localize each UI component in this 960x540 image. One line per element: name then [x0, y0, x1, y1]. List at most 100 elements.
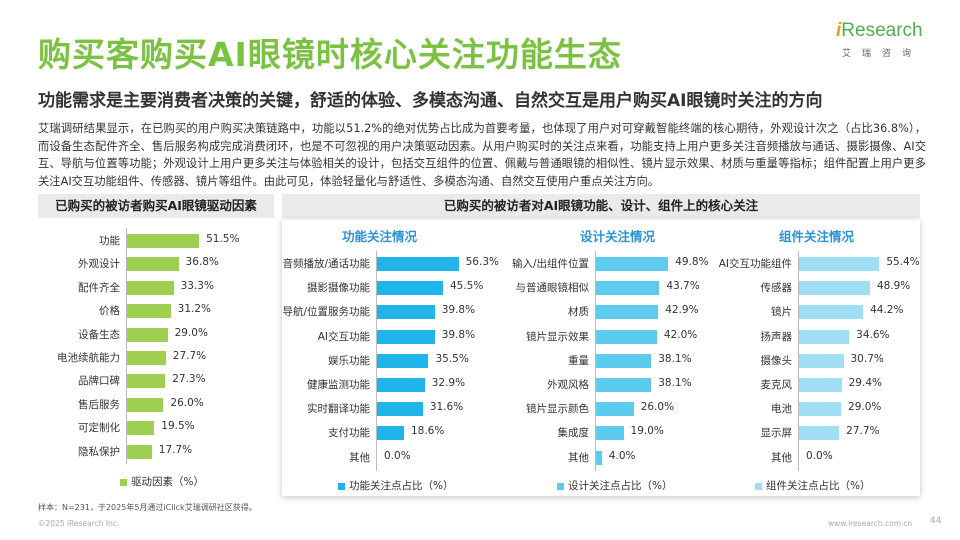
sample-note: 样本：N=231，于2025年5月通过iClick艾瑞调研社区获得。	[38, 503, 257, 512]
driving-factor-category-label: 可定制化	[78, 422, 120, 435]
driving-factor-axis	[126, 228, 127, 464]
design-value-label: 42.9%	[665, 304, 699, 317]
page-title: 购买客购买AI眼镜时核心关注功能生态	[38, 35, 622, 74]
driving-factor-value-label: 17.7%	[158, 443, 193, 456]
function-axis	[376, 251, 377, 471]
component-category-label: 电池	[771, 403, 792, 416]
function-legend: 功能关注点占比（%）	[338, 478, 453, 493]
function-bar	[377, 257, 459, 271]
component-bar	[799, 353, 844, 368]
footer-copyright: ©2025 iResearch Inc.	[38, 519, 120, 528]
driving-factor-value-label: 31.2%	[177, 303, 212, 316]
function-value-label: 45.5%	[449, 280, 484, 293]
component-category-label: 麦克风	[760, 379, 793, 391]
driving-factor-legend-label: 驱动因素（%）	[131, 476, 204, 488]
design-category-label: 集成度	[557, 427, 590, 440]
core-concerns-panel: 功能关注情况 音频播放/通话功能 56.3% 摄影摄像功能 45.5% 导航/位置服务功能…	[282, 220, 920, 496]
function-value-label: 39.8%	[441, 328, 476, 341]
logo-wordmark: iResearch	[836, 20, 923, 41]
component-bar	[799, 329, 850, 344]
function-value-label: 39.8%	[441, 304, 476, 317]
driving-factor-bar	[127, 444, 152, 459]
right-chart-header: 已购买的被访者对AI眼镜功能、设计、组件上的核心关注	[282, 194, 920, 218]
function-value-label: 31.6%	[429, 401, 464, 414]
function-bar	[377, 426, 404, 441]
design-legend-label: 设计关注点占比（%）	[568, 480, 673, 492]
function-bar	[377, 281, 443, 296]
design-bar	[596, 257, 669, 271]
design-category-label: 外观风格	[547, 379, 589, 391]
driving-factor-bar	[127, 421, 155, 436]
function-category-label: 健康监测功能	[307, 379, 370, 391]
driving-factor-bar	[127, 351, 166, 365]
component-value-label: 29.4%	[848, 377, 882, 389]
driving-factor-category-label: 配件齐全	[78, 281, 120, 294]
component-value-label: 34.6%	[856, 328, 890, 341]
design-category-label: 与普通眼镜相似	[515, 282, 590, 295]
driving-factor-category-label: 电池续航能力	[57, 352, 120, 364]
function-category-label: 支付功能	[328, 427, 370, 440]
driving-factor-bar	[127, 234, 200, 248]
design-value-label: 38.1%	[658, 352, 692, 365]
function-value-label: 0.0%	[384, 449, 411, 462]
function-legend-label: 功能关注点占比（%）	[349, 480, 454, 492]
design-value-label: 26.0%	[640, 401, 675, 414]
design-value-label: 42.0%	[663, 328, 698, 341]
design-category-label: 镜片显示颜色	[526, 403, 589, 416]
driving-factor-value-label: 26.0%	[170, 396, 204, 409]
driving-factor-value-label: 36.8%	[185, 256, 219, 269]
function-bar	[377, 378, 425, 392]
component-value-label: 29.0%	[848, 401, 882, 414]
function-category-label: 导航/位置服务功能	[282, 306, 370, 319]
iresearch-logo: iResearch 艾瑞咨询	[836, 20, 946, 70]
design-value-label: 49.8%	[675, 256, 709, 268]
component-legend: 组件关注点占比（%）	[755, 478, 870, 493]
driving-factor-bar	[127, 304, 171, 319]
component-bar	[799, 305, 864, 320]
driving-factor-bar	[127, 374, 166, 389]
function-category-label: AI交互功能	[317, 330, 370, 343]
driving-factor-value-label: 19.5%	[161, 420, 195, 433]
component-bar	[799, 378, 842, 392]
driving-factor-legend: 驱动因素（%）	[120, 474, 204, 489]
function-bar	[377, 329, 435, 344]
component-value-label: 55.4%	[886, 256, 920, 268]
design-bar	[596, 305, 659, 320]
driving-factor-category-label: 功能	[99, 235, 120, 247]
design-bar	[596, 378, 652, 392]
left-chart-header: 已购买的被访者购买AI眼镜驱动因素	[38, 194, 274, 218]
driving-factor-value-label: 29.0%	[174, 326, 208, 339]
driving-factor-bar	[127, 257, 179, 272]
driving-factor-category-label: 设备生态	[78, 328, 120, 341]
design-value-label: 43.7%	[666, 280, 700, 293]
function-legend-swatch	[338, 482, 345, 490]
function-bar	[377, 402, 423, 417]
driving-factor-bar	[127, 397, 164, 412]
driving-factor-category-label: 价格	[99, 305, 120, 318]
footer-url: www.iresearch.com.cn	[828, 519, 913, 528]
logo-subtext: 艾瑞咨询	[842, 49, 923, 59]
design-legend: 设计关注点占比（%）	[557, 478, 672, 493]
component-section-title: 组件关注情况	[779, 229, 855, 244]
function-category-label: 其他	[349, 451, 370, 464]
component-bar	[799, 402, 842, 417]
component-bar	[799, 426, 840, 441]
driving-factor-value-label: 27.3%	[172, 373, 206, 386]
function-category-label: 实时翻译功能	[307, 403, 370, 416]
function-category-label: 音频播放/通话功能	[282, 258, 370, 270]
component-value-label: 44.2%	[870, 304, 904, 317]
function-section-title: 功能关注情况	[342, 229, 418, 244]
page-subtitle: 功能需求是主要消费者决策的关键，舒适的体验、多模态沟通、自然交互是用户购买AI眼…	[38, 91, 823, 111]
component-value-label: 48.9%	[876, 280, 911, 293]
function-value-label: 32.9%	[431, 377, 466, 389]
design-bar	[596, 426, 624, 441]
design-category-label: 输入/出组件位置	[511, 258, 589, 270]
function-category-label: 摄影摄像功能	[307, 282, 370, 295]
driving-factor-category-label: 售后服务	[78, 398, 120, 411]
component-category-label: 镜片	[771, 306, 792, 319]
component-bar	[799, 281, 870, 296]
component-value-label: 0.0%	[806, 449, 833, 462]
driving-factor-value-label: 33.3%	[180, 279, 214, 292]
design-value-label: 38.1%	[658, 377, 692, 389]
design-value-label: 4.0%	[608, 449, 636, 462]
